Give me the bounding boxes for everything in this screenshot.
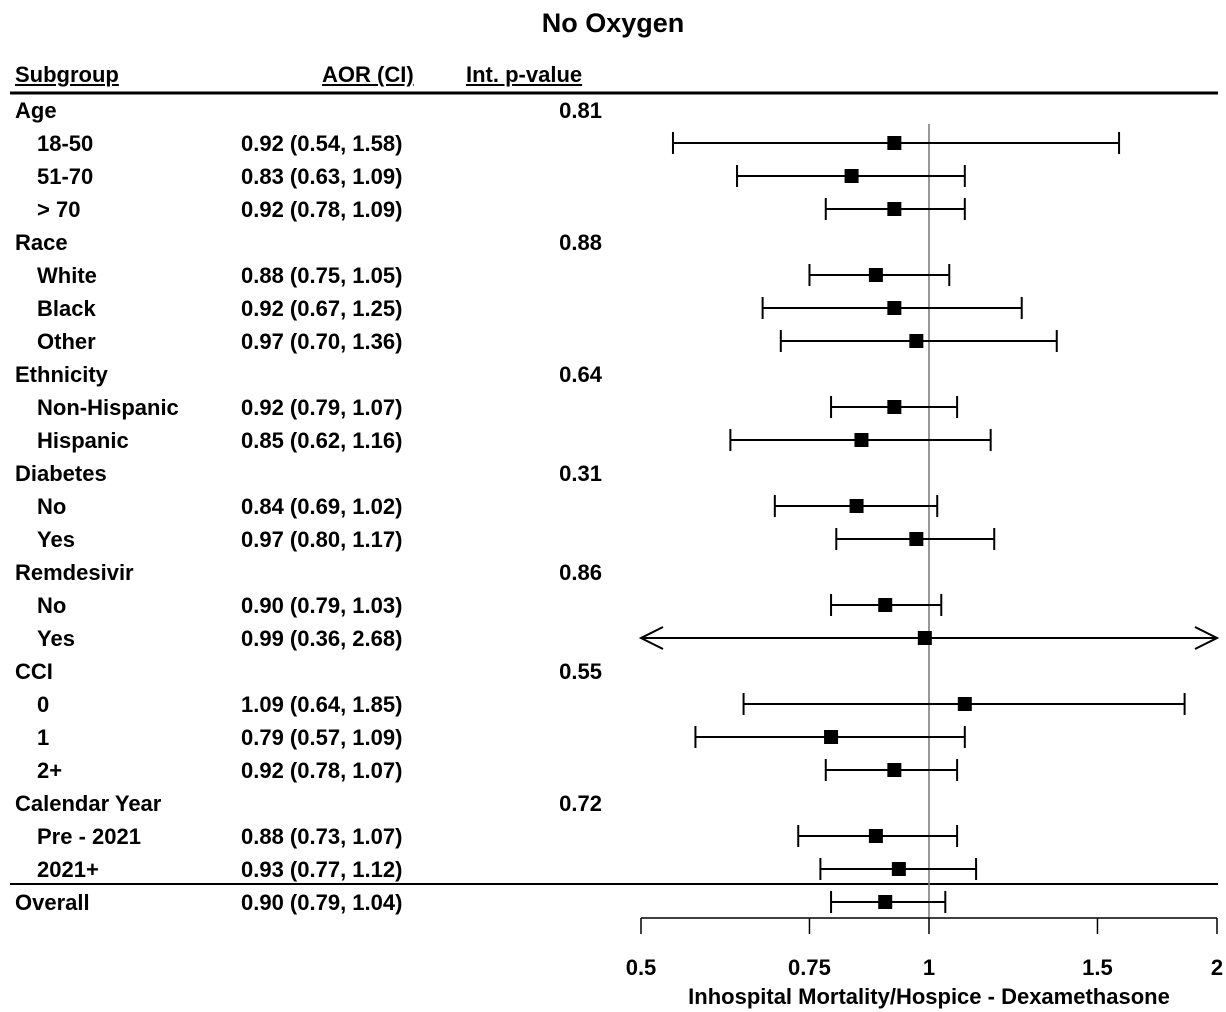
subgroup-label: 51-70 xyxy=(37,164,94,189)
x-tick-label: 2 xyxy=(1211,955,1223,980)
point-estimate xyxy=(868,829,883,843)
interaction-pvalue: 0.81 xyxy=(559,98,602,123)
subgroup-label: 2+ xyxy=(37,758,63,783)
subgroup-label: Non-Hispanic xyxy=(37,395,179,420)
header-pvalue: Int. p-value xyxy=(466,62,583,87)
point-estimate xyxy=(849,499,864,513)
group-label: Calendar Year xyxy=(15,791,162,816)
aor-value: 0.90 (0.79, 1.03) xyxy=(241,593,403,618)
subgroup-label: Yes xyxy=(37,626,75,651)
aor-value: 0.97 (0.80, 1.17) xyxy=(241,527,403,552)
point-estimate xyxy=(887,202,902,216)
point-estimate xyxy=(887,136,902,150)
point-estimate xyxy=(909,532,924,546)
header-aor: AOR (CI) xyxy=(322,62,414,87)
aor-value: 0.92 (0.54, 1.58) xyxy=(241,131,403,156)
aor-value: 0.88 (0.75, 1.05) xyxy=(241,263,403,288)
aor-value: 0.92 (0.67, 1.25) xyxy=(241,296,403,321)
x-tick-label: 0.5 xyxy=(626,955,657,980)
aor-value: 0.85 (0.62, 1.16) xyxy=(241,428,403,453)
aor-value: 0.97 (0.70, 1.36) xyxy=(241,329,403,354)
aor-value: 0.88 (0.73, 1.07) xyxy=(241,824,403,849)
chart-title: No Oxygen xyxy=(541,8,685,38)
aor-value: 0.92 (0.78, 1.07) xyxy=(241,758,403,783)
group-label: Ethnicity xyxy=(15,362,108,387)
point-estimate xyxy=(957,697,972,711)
interaction-pvalue: 0.55 xyxy=(559,659,602,684)
ci-arrow-left xyxy=(638,626,664,650)
x-tick-label: 1 xyxy=(923,955,935,980)
aor-value: 0.79 (0.57, 1.09) xyxy=(241,725,403,750)
group-label: Diabetes xyxy=(15,461,107,486)
point-estimate xyxy=(891,862,906,876)
aor-value: 0.92 (0.79, 1.07) xyxy=(241,395,403,420)
aor-value: 1.09 (0.64, 1.85) xyxy=(241,692,403,717)
point-estimate xyxy=(887,301,902,315)
subgroup-label: No xyxy=(37,494,67,519)
subgroup-label: Other xyxy=(37,329,96,354)
interaction-pvalue: 0.64 xyxy=(559,362,602,387)
point-estimate xyxy=(887,763,902,777)
group-label: Age xyxy=(15,98,57,123)
aor-value: 0.83 (0.63, 1.09) xyxy=(241,164,403,189)
point-estimate xyxy=(909,334,924,348)
subgroup-label: 18-50 xyxy=(37,131,94,156)
aor-value: 0.90 (0.79, 1.04) xyxy=(241,890,403,915)
aor-value: 0.84 (0.69, 1.02) xyxy=(241,494,403,519)
aor-value: 0.93 (0.77, 1.12) xyxy=(241,857,403,882)
point-estimate xyxy=(854,433,869,447)
subgroup-label: Yes xyxy=(37,527,75,552)
header-subgroup: Subgroup xyxy=(15,62,119,87)
subgroup-label: 2021+ xyxy=(37,857,99,882)
interaction-pvalue: 0.88 xyxy=(559,230,602,255)
subgroup-label: Pre - 2021 xyxy=(37,824,141,849)
group-label: Overall xyxy=(15,890,90,915)
point-estimate xyxy=(868,268,883,282)
interaction-pvalue: 0.86 xyxy=(559,560,602,585)
point-estimate xyxy=(878,895,893,909)
subgroup-label: 1 xyxy=(37,725,50,750)
subgroup-label: White xyxy=(37,263,97,288)
subgroup-label: 0 xyxy=(37,692,50,717)
point-estimate xyxy=(887,400,902,414)
subgroup-label: > 70 xyxy=(37,197,81,222)
group-label: Remdesivir xyxy=(15,560,134,585)
group-label: Race xyxy=(15,230,68,255)
point-estimate xyxy=(844,169,859,183)
subgroup-label: No xyxy=(37,593,67,618)
point-estimate xyxy=(824,730,839,744)
aor-value: 0.99 (0.36, 2.68) xyxy=(241,626,403,651)
group-label: CCI xyxy=(15,659,53,684)
subgroup-label: Black xyxy=(37,296,96,321)
interaction-pvalue: 0.72 xyxy=(559,791,602,816)
subgroup-label: Hispanic xyxy=(37,428,129,453)
point-estimate xyxy=(878,598,893,612)
x-axis-label: Inhospital Mortality/Hospice - Dexametha… xyxy=(688,984,1170,1009)
ci-arrow-right xyxy=(1194,626,1220,650)
interaction-pvalue: 0.31 xyxy=(559,461,602,486)
x-tick-label: 1.5 xyxy=(1082,955,1113,980)
point-estimate xyxy=(917,631,932,645)
x-tick-label: 0.75 xyxy=(788,955,831,980)
aor-value: 0.92 (0.78, 1.09) xyxy=(241,197,403,222)
